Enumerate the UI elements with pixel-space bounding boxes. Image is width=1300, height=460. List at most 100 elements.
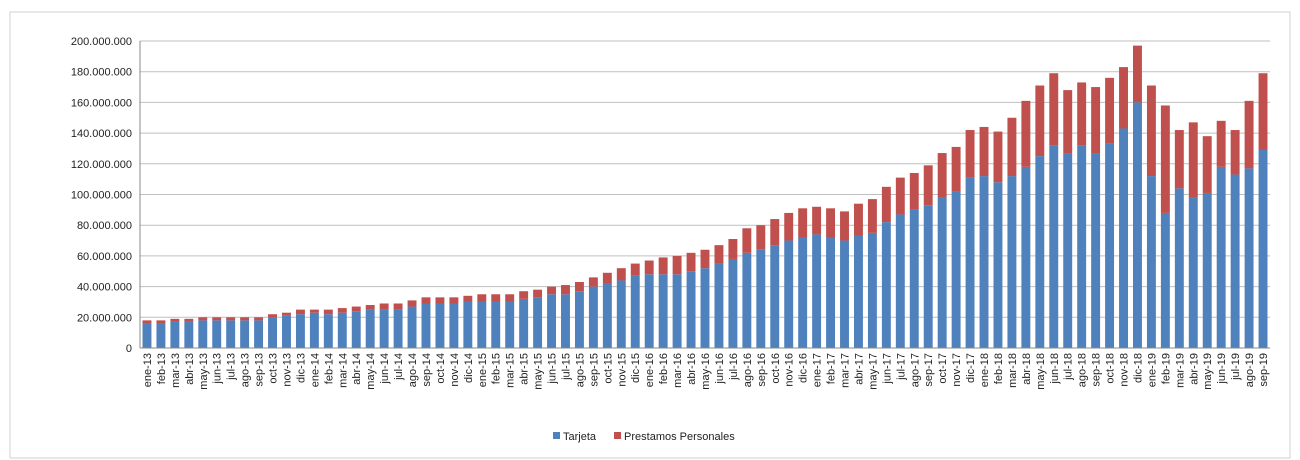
bar-segment bbox=[923, 165, 933, 206]
bar-segment bbox=[323, 309, 333, 315]
x-tick-label: jun-18 bbox=[1049, 353, 1061, 385]
y-tick-label: 140.000.000 bbox=[71, 128, 132, 140]
bar-segment bbox=[1049, 73, 1059, 146]
bar-segment bbox=[477, 301, 487, 348]
bar-segment bbox=[421, 303, 431, 348]
x-tick-label: feb-14 bbox=[323, 353, 335, 384]
bar-segment bbox=[463, 301, 473, 348]
bar-segment bbox=[1230, 130, 1240, 175]
bar-segment bbox=[1021, 166, 1031, 348]
bar-segment bbox=[309, 309, 319, 313]
bar-segment bbox=[951, 146, 961, 192]
x-tick-label: feb-15 bbox=[491, 353, 503, 384]
bar-segment bbox=[840, 240, 849, 348]
bar-segment bbox=[672, 274, 682, 348]
x-tick-label: abr-17 bbox=[853, 353, 865, 385]
x-tick-label: dic-18 bbox=[1132, 353, 1144, 383]
bar-segment bbox=[1258, 149, 1268, 348]
bar-segment bbox=[1063, 90, 1073, 154]
bar-segment bbox=[784, 212, 794, 241]
bar-segment bbox=[198, 317, 208, 321]
x-tick-label: jun-15 bbox=[547, 353, 559, 385]
bar-segment bbox=[1244, 100, 1254, 169]
bar-segment bbox=[770, 219, 780, 246]
x-tick-label: may-19 bbox=[1202, 353, 1214, 390]
y-tick-label: 0 bbox=[126, 343, 132, 355]
x-tick-label: sep-14 bbox=[421, 353, 433, 387]
bar-segment bbox=[798, 237, 808, 348]
bar-segment bbox=[965, 130, 975, 178]
x-tick-label: nov-18 bbox=[1119, 353, 1131, 387]
bar-segment bbox=[574, 291, 584, 348]
bar-segment bbox=[1146, 85, 1156, 177]
x-tick-label: jul-17 bbox=[895, 353, 907, 381]
y-tick-label: 120.000.000 bbox=[71, 159, 132, 171]
y-tick-label: 40.000.000 bbox=[77, 282, 132, 294]
bar-segment bbox=[309, 312, 319, 348]
bar-segment bbox=[853, 203, 863, 236]
x-tick-label: may-15 bbox=[533, 353, 545, 390]
bar-segment bbox=[351, 311, 361, 348]
bar-segment bbox=[881, 186, 891, 223]
x-tick-label: dic-16 bbox=[798, 353, 810, 383]
x-tick-label: jul-15 bbox=[560, 353, 572, 381]
bar-segment bbox=[282, 312, 291, 316]
bar-segment bbox=[853, 235, 863, 348]
bar-segment bbox=[1105, 143, 1115, 348]
y-tick-label: 60.000.000 bbox=[77, 251, 132, 263]
x-tick-label: jun-13 bbox=[212, 353, 224, 385]
bar-segment bbox=[742, 228, 752, 253]
x-tick-label: oct-15 bbox=[602, 353, 614, 384]
bar-segment bbox=[505, 301, 515, 348]
bar-segment bbox=[1105, 77, 1115, 144]
x-tick-label: sep-15 bbox=[588, 353, 600, 387]
bar-segment bbox=[519, 298, 529, 348]
bar-segment bbox=[212, 320, 222, 348]
x-tick-label: dic-17 bbox=[965, 353, 977, 383]
x-tick-label: sep-13 bbox=[254, 353, 266, 387]
bar-segment bbox=[393, 309, 403, 348]
x-tick-label: oct-14 bbox=[435, 353, 447, 384]
bar-segment bbox=[812, 234, 822, 348]
bar-segment bbox=[491, 294, 501, 302]
bar-segment bbox=[295, 309, 305, 315]
bar-segment bbox=[1133, 102, 1142, 349]
bar-segment bbox=[826, 237, 836, 348]
x-tick-label: ene-17 bbox=[812, 353, 824, 387]
x-tick-label: jul-14 bbox=[393, 353, 405, 381]
x-tick-label: ene-15 bbox=[477, 353, 489, 387]
bar-segment bbox=[323, 314, 333, 348]
bar-segment bbox=[170, 321, 180, 348]
bar-segment bbox=[658, 274, 668, 348]
x-tick-label: sep-16 bbox=[756, 353, 768, 387]
bar-segment bbox=[142, 323, 152, 348]
bar-segment bbox=[923, 205, 933, 348]
bar-segment bbox=[477, 294, 487, 302]
bar-segment bbox=[881, 222, 891, 348]
bar-segment bbox=[784, 240, 794, 348]
x-tick-label: nov-13 bbox=[281, 353, 293, 387]
legend-marker bbox=[553, 432, 560, 439]
x-tick-label: jul-16 bbox=[728, 353, 740, 381]
bar-segment bbox=[602, 272, 612, 284]
bar-segment bbox=[1188, 122, 1198, 198]
bar-segment bbox=[170, 318, 180, 322]
bar-segment bbox=[1160, 105, 1170, 213]
x-tick-label: jul-13 bbox=[226, 353, 238, 381]
y-tick-label: 100.000.000 bbox=[71, 190, 132, 202]
x-tick-label: ago-18 bbox=[1077, 353, 1089, 387]
x-tick-label: mar-15 bbox=[505, 353, 517, 388]
bar-segment bbox=[268, 314, 277, 318]
bar-segment bbox=[1133, 45, 1142, 103]
x-tick-label: feb-19 bbox=[1160, 353, 1172, 384]
bar-segment bbox=[379, 309, 389, 348]
x-tick-label: ene-16 bbox=[644, 353, 656, 387]
legend-label: Prestamos Personales bbox=[624, 431, 735, 443]
bar-segment bbox=[533, 297, 543, 348]
bar-segment bbox=[1091, 87, 1101, 154]
bar-segment bbox=[770, 245, 780, 348]
bar-segment bbox=[561, 294, 570, 348]
bar-segment bbox=[840, 211, 849, 241]
x-tick-label: ene-14 bbox=[309, 353, 321, 387]
bar-segment bbox=[700, 268, 710, 348]
